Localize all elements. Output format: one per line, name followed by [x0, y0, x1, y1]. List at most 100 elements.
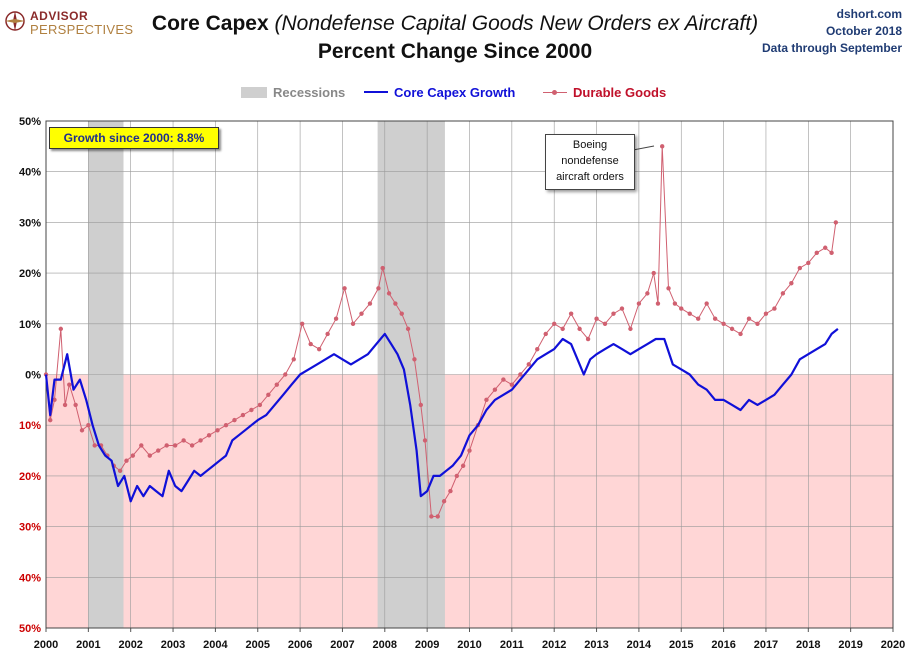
- x-tick-label: 2010: [457, 639, 481, 651]
- x-tick-label: 2001: [76, 639, 100, 651]
- x-tick-label: 2011: [500, 639, 524, 651]
- y-tick-label: 30%: [19, 522, 41, 534]
- durable-goods-point: [687, 311, 692, 316]
- durable-goods-point: [300, 321, 305, 326]
- x-tick-label: 2012: [542, 639, 566, 651]
- durable-goods-point: [92, 443, 97, 448]
- legend-label-durable-goods: Durable Goods: [573, 84, 667, 100]
- durable-goods-point: [58, 326, 64, 332]
- y-tick-label: 20%: [19, 268, 41, 280]
- durable-goods-point: [367, 301, 373, 306]
- durable-goods-point: [240, 412, 246, 418]
- durable-goods-point: [380, 265, 385, 271]
- x-tick-label: 2003: [161, 639, 185, 651]
- y-tick-label: 50%: [19, 116, 41, 128]
- durable-goods-point: [560, 326, 565, 332]
- chart-subtitle: Percent Change Since 2000: [317, 40, 593, 63]
- durable-goods-point: [672, 301, 678, 306]
- callout-pointer: [632, 145, 655, 151]
- legend-item-recessions: Recessions: [241, 83, 345, 101]
- durable-goods-point: [619, 306, 625, 311]
- x-tick-label: 2013: [584, 639, 608, 651]
- logo-text-top: ADVISOR: [30, 9, 89, 23]
- durable-goods-point: [181, 438, 186, 443]
- durable-goods-point: [814, 250, 819, 256]
- durable-goods-point: [147, 453, 152, 458]
- durable-goods-point: [460, 463, 466, 468]
- durable-goods-point: [73, 402, 78, 408]
- x-tick-label: 2000: [34, 639, 58, 651]
- durable-goods-point: [249, 407, 254, 413]
- durable-goods-point: [405, 326, 411, 332]
- durable-goods-point: [780, 291, 786, 296]
- y-tick-label: 50%: [19, 623, 41, 635]
- durable-goods-point: [763, 311, 769, 316]
- x-tick-label: 2006: [288, 639, 312, 651]
- durable-goods-point: [594, 316, 599, 321]
- durable-goods-point: [738, 331, 743, 337]
- boeing-callout: Boeing nondefense aircraft orders: [545, 134, 635, 190]
- durable-goods-point: [659, 144, 665, 149]
- durable-goods-point: [833, 220, 839, 225]
- durable-goods-point: [333, 316, 339, 321]
- logo: ADVISOR PERSPECTIVES: [4, 8, 134, 38]
- legend-label-recessions: Recessions: [273, 84, 346, 100]
- y-tick-label: 10%: [19, 420, 41, 432]
- durable-goods-point: [484, 397, 489, 403]
- title-parenthetical: (Nondefense Capital Goods New Orders ex …: [274, 12, 759, 35]
- durable-goods-point: [291, 357, 296, 362]
- x-tick-label: 2015: [669, 639, 693, 651]
- y-tick-label: 30%: [19, 217, 41, 229]
- durable-goods-point: [441, 499, 447, 504]
- core-capex-line: [44, 328, 839, 503]
- durable-goods-point: [274, 382, 280, 387]
- durable-goods-point: [602, 321, 608, 326]
- compass-icon: [5, 11, 25, 31]
- durable-goods-point: [393, 301, 398, 306]
- callout-line-1: Boeing: [572, 139, 608, 151]
- durable-goods-point: [198, 438, 203, 443]
- y-tick-label: 20%: [19, 471, 41, 483]
- core-capex-swatch: [364, 91, 388, 93]
- durable-goods-point: [746, 316, 752, 321]
- y-tick-label: 0%: [25, 370, 41, 382]
- durable-goods-point: [412, 357, 417, 362]
- durable-goods-point: [526, 362, 531, 367]
- durable-goods-point: [729, 326, 735, 332]
- durable-goods-point: [568, 311, 574, 316]
- durable-goods-point: [721, 321, 726, 326]
- x-tick-label: 2016: [711, 639, 735, 651]
- legend: Recessions Core Capex Growth Durable Goo…: [0, 83, 910, 101]
- durable-goods-point: [501, 377, 506, 382]
- durable-goods-point: [509, 382, 515, 387]
- durable-goods-point: [232, 417, 237, 423]
- x-tick-label: 2017: [754, 639, 778, 651]
- durable-goods-point: [376, 286, 381, 291]
- durable-goods-point: [130, 453, 136, 458]
- x-tick-label: 2002: [118, 639, 142, 651]
- durable-goods-point: [651, 270, 656, 276]
- durable-goods-point: [695, 316, 701, 321]
- durable-goods-point: [655, 301, 661, 306]
- source-data-through: Data through September: [761, 41, 902, 55]
- durable-goods-point: [215, 428, 220, 433]
- y-tick-label: 10%: [19, 319, 41, 331]
- durable-goods-point: [636, 301, 642, 306]
- durable-goods-point: [448, 488, 453, 494]
- durable-goods-line: [45, 146, 837, 517]
- durable-goods-point: [124, 458, 129, 463]
- legend-item-core-capex: Core Capex Growth: [364, 83, 515, 101]
- x-tick-label: 2019: [838, 639, 862, 651]
- legend-label-core-capex: Core Capex Growth: [394, 84, 516, 100]
- durable-goods-point: [62, 402, 68, 408]
- durable-goods-point: [797, 265, 803, 271]
- durable-goods-point: [79, 428, 85, 433]
- durable-goods-point: [52, 397, 57, 403]
- durable-goods-point: [535, 346, 540, 352]
- durable-goods-point: [829, 250, 834, 256]
- x-tick-label: 2020: [881, 639, 905, 651]
- durable-goods-point: [156, 448, 161, 453]
- durable-goods-point: [772, 306, 777, 311]
- durable-goods-point: [308, 341, 313, 347]
